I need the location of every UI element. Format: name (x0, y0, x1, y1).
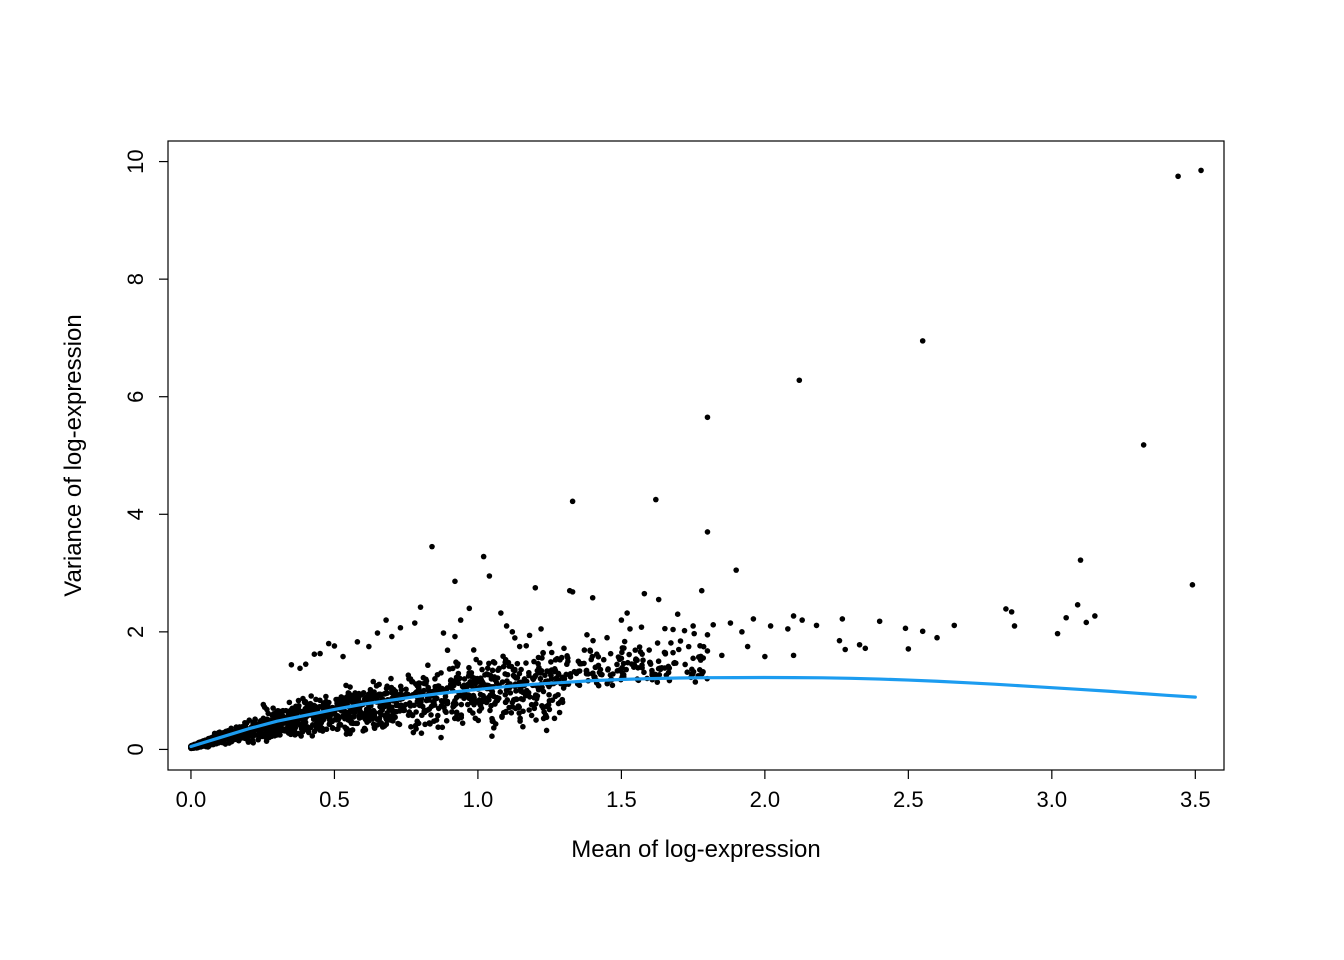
y-tick-label: 6 (123, 391, 148, 403)
y-tick-label: 10 (123, 149, 148, 173)
x-axis-label: Mean of log-expression (571, 836, 820, 863)
scatter-plot-container: 0.0 0.5 1.0 1.5 2.0 2.5 3.0 3.5 0 2 4 6 8 10 Mean of l… (0, 0, 1344, 960)
x-tick-label: 2.5 (893, 787, 924, 812)
y-tick-label: 2 (123, 626, 148, 638)
x-tick-label: 3.5 (1180, 787, 1211, 812)
chart-background (0, 0, 1344, 960)
x-tick-label: 3.0 (1037, 787, 1068, 812)
y-tick-label: 4 (123, 508, 148, 520)
x-tick-label: 2.0 (750, 787, 781, 812)
y-axis-label: Variance of log-expression (60, 314, 87, 596)
y-tick-label: 0 (123, 743, 148, 755)
x-tick-label: 1.5 (606, 787, 637, 812)
x-tick-label: 1.0 (463, 787, 494, 812)
scatter-plot: 0.0 0.5 1.0 1.5 2.0 2.5 3.0 3.5 0 2 4 6 8 10 Mean of l… (0, 0, 1344, 960)
x-tick-label: 0.5 (319, 787, 350, 812)
y-tick-label: 8 (123, 273, 148, 285)
x-tick-label: 0.0 (176, 787, 207, 812)
